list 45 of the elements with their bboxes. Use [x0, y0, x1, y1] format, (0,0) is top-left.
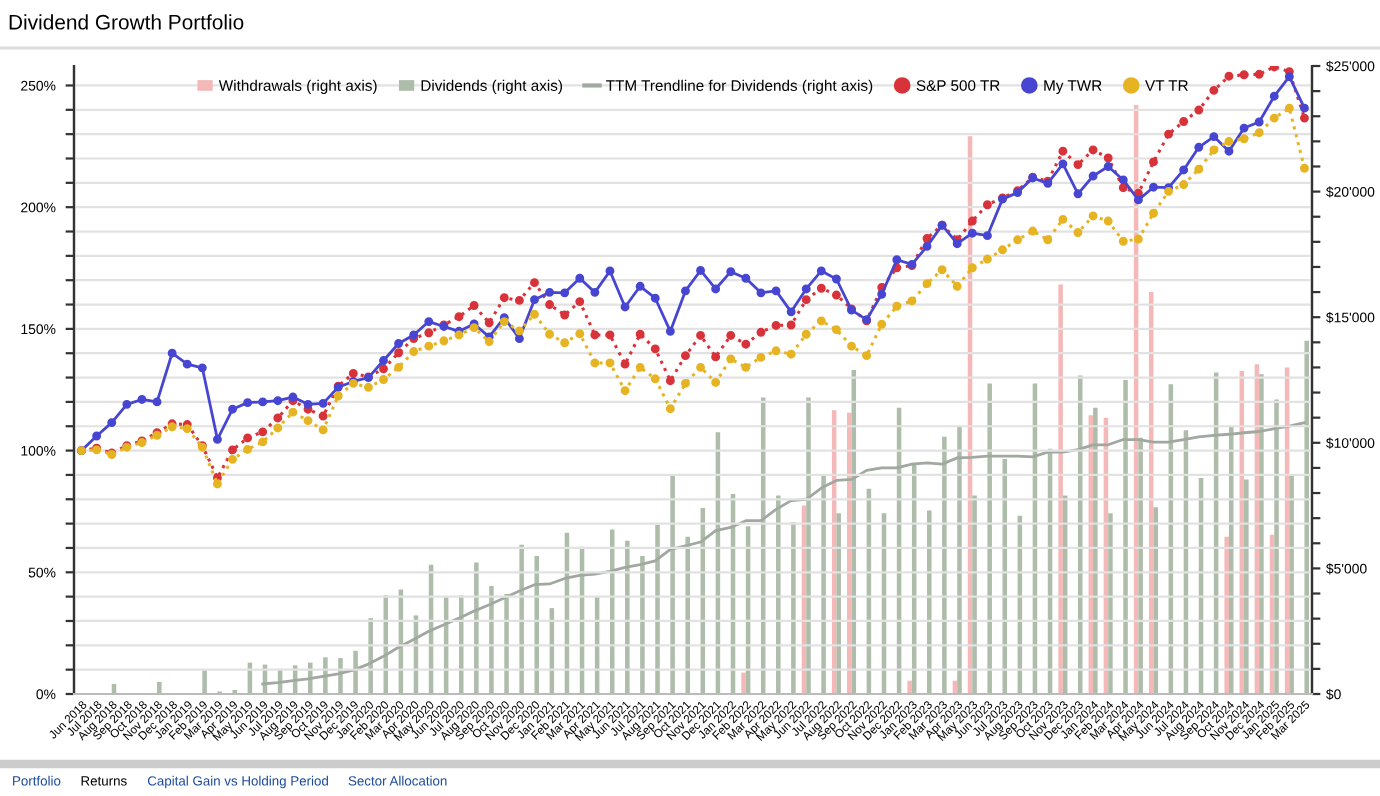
bar — [504, 594, 509, 694]
line-series — [261, 421, 1306, 686]
bar — [741, 672, 746, 694]
bar — [655, 524, 660, 694]
bar — [1077, 375, 1083, 694]
bar — [1153, 507, 1158, 694]
bar — [1304, 340, 1309, 694]
bar — [776, 495, 781, 694]
bar — [519, 544, 524, 694]
bar — [534, 556, 539, 694]
bar — [157, 681, 162, 694]
bar — [836, 513, 841, 694]
bar — [1058, 284, 1063, 694]
bar — [685, 536, 690, 694]
bar — [640, 556, 645, 694]
bar — [821, 474, 826, 694]
bar — [625, 540, 630, 694]
bar — [972, 495, 977, 694]
bar — [1093, 407, 1098, 694]
bar — [791, 522, 796, 694]
bar — [942, 436, 947, 694]
bar — [927, 510, 932, 694]
bar — [1289, 475, 1294, 694]
bar — [474, 562, 479, 694]
bar — [323, 657, 328, 694]
bar — [353, 650, 358, 694]
bar — [1259, 374, 1264, 694]
bar — [1224, 536, 1229, 694]
bar — [458, 595, 464, 694]
bar — [1138, 437, 1143, 694]
bar — [338, 658, 343, 694]
bar — [847, 412, 852, 694]
bar — [957, 426, 962, 694]
chart-title: Dividend Growth Portfolio — [9, 14, 244, 30]
bar — [670, 474, 675, 694]
bar — [202, 670, 207, 694]
bar — [806, 397, 811, 694]
bar — [987, 383, 992, 694]
bar — [1108, 513, 1113, 694]
bar — [489, 585, 494, 694]
bar — [1244, 479, 1249, 694]
bar — [368, 618, 373, 694]
bar — [1274, 399, 1279, 694]
bar — [1123, 380, 1128, 694]
bar — [907, 680, 912, 694]
